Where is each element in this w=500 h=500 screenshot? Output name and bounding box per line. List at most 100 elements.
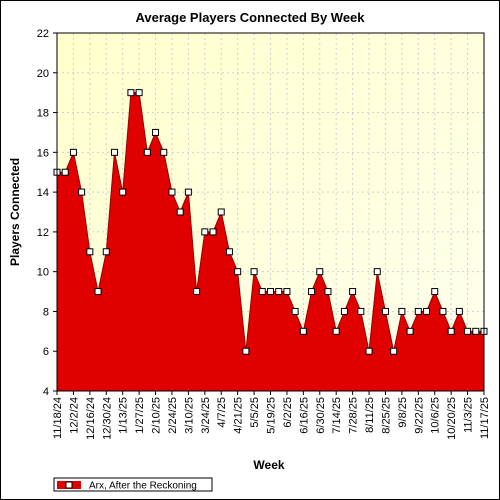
x-tick-label: 3/10/25 — [183, 397, 195, 434]
y-tick-label: 14 — [37, 187, 49, 199]
data-point — [61, 168, 69, 176]
x-tick-label: 11/18/24 — [52, 397, 64, 439]
series-markers — [53, 89, 488, 355]
data-point — [439, 307, 447, 315]
data-point — [299, 327, 307, 335]
legend-label: Arx, After the Reckoning — [89, 481, 197, 492]
data-point — [102, 248, 110, 256]
x-axis-ticks: 11/18/24 12/2/24 12/16/24 12/30/24 1/13/25 1/… — [52, 391, 491, 440]
data-point — [447, 327, 455, 335]
x-tick-label: 10/6/25 — [430, 397, 442, 434]
x-axis-label: Week — [253, 458, 284, 472]
data-point — [94, 288, 102, 296]
y-tick-label: 20 — [37, 68, 49, 80]
y-tick-label: 16 — [37, 147, 49, 159]
legend-box — [53, 477, 213, 492]
y-tick-label: 6 — [43, 346, 49, 358]
data-point — [152, 128, 160, 136]
x-tick-label: 2/24/25 — [167, 397, 179, 434]
data-point — [119, 188, 127, 196]
data-point — [143, 148, 151, 156]
data-point — [291, 307, 299, 315]
x-tick-label: 9/8/25 — [397, 397, 409, 428]
x-tick-label: 1/27/25 — [134, 397, 146, 434]
data-point — [275, 288, 283, 296]
data-point — [86, 248, 94, 256]
data-point — [201, 228, 209, 236]
data-point — [250, 268, 258, 276]
x-tick-label: 10/20/25 — [446, 397, 458, 440]
y-tick-label: 4 — [43, 386, 49, 398]
data-point — [308, 288, 316, 296]
y-tick-label: 10 — [37, 267, 49, 279]
data-point — [135, 89, 143, 97]
legend: Arx, After the Reckoning — [53, 477, 213, 492]
x-tick-label: 11/17/25 — [479, 397, 491, 439]
y-tick-label: 22 — [37, 28, 49, 40]
data-point — [258, 288, 266, 296]
chart-title: Average Players Connected By Week — [135, 10, 365, 25]
x-tick-label: 4/21/25 — [233, 397, 245, 434]
x-tick-label: 12/2/24 — [68, 397, 80, 434]
data-point — [234, 268, 242, 276]
data-point — [390, 347, 398, 355]
data-point — [242, 347, 250, 355]
y-tick-label: 18 — [37, 108, 49, 120]
x-tick-label: 12/16/24 — [85, 397, 97, 440]
data-point — [78, 188, 86, 196]
data-point — [225, 248, 233, 256]
data-point — [373, 268, 381, 276]
y-axis-ticks: 4 6 8 10 12 14 16 18 20 22 — [37, 28, 57, 398]
x-tick-label: 2/10/25 — [151, 397, 163, 434]
data-point — [431, 288, 439, 296]
data-point — [332, 327, 340, 335]
data-point — [398, 307, 406, 315]
data-point — [365, 347, 373, 355]
x-tick-label: 11/3/25 — [463, 397, 475, 433]
x-tick-label: 1/13/25 — [118, 397, 130, 434]
x-tick-label: 7/14/25 — [331, 397, 343, 434]
data-point — [406, 327, 414, 335]
data-point — [340, 307, 348, 315]
series-area — [57, 92, 484, 392]
x-tick-label: 3/24/25 — [200, 397, 212, 434]
data-point — [357, 307, 365, 315]
data-point — [127, 89, 135, 97]
y-tick-label: 12 — [37, 227, 49, 239]
x-tick-label: 5/19/25 — [266, 397, 278, 434]
data-point — [69, 148, 77, 156]
x-tick-label: 8/11/25 — [364, 397, 376, 433]
data-point — [324, 288, 332, 296]
data-point — [209, 228, 217, 236]
data-point — [110, 148, 118, 156]
data-point — [423, 307, 431, 315]
data-point — [316, 268, 324, 276]
data-point — [455, 307, 463, 315]
x-tick-label: 12/30/24 — [101, 397, 113, 440]
data-point — [168, 188, 176, 196]
data-point — [160, 148, 168, 156]
data-point — [184, 188, 192, 196]
legend-marker — [65, 481, 73, 489]
x-tick-label: 6/2/25 — [282, 397, 294, 428]
data-point — [267, 288, 274, 296]
x-tick-label: 4/7/25 — [216, 397, 228, 428]
data-point — [283, 288, 291, 296]
x-tick-label: 6/30/25 — [315, 397, 327, 434]
x-tick-label: 5/5/25 — [249, 397, 261, 428]
data-point — [176, 208, 184, 216]
data-point — [381, 307, 389, 315]
data-point — [349, 288, 357, 296]
x-tick-label: 7/28/25 — [348, 397, 360, 434]
data-point — [414, 307, 422, 315]
y-axis-label: Players Connected — [8, 158, 22, 266]
data-point — [193, 288, 201, 296]
data-point — [464, 327, 472, 335]
x-tick-label: 8/25/25 — [380, 397, 392, 434]
x-tick-label: 6/16/25 — [298, 397, 310, 434]
y-tick-label: 8 — [43, 306, 49, 318]
data-point — [217, 208, 225, 216]
x-tick-label: 9/22/25 — [413, 397, 425, 434]
data-point — [472, 327, 480, 335]
